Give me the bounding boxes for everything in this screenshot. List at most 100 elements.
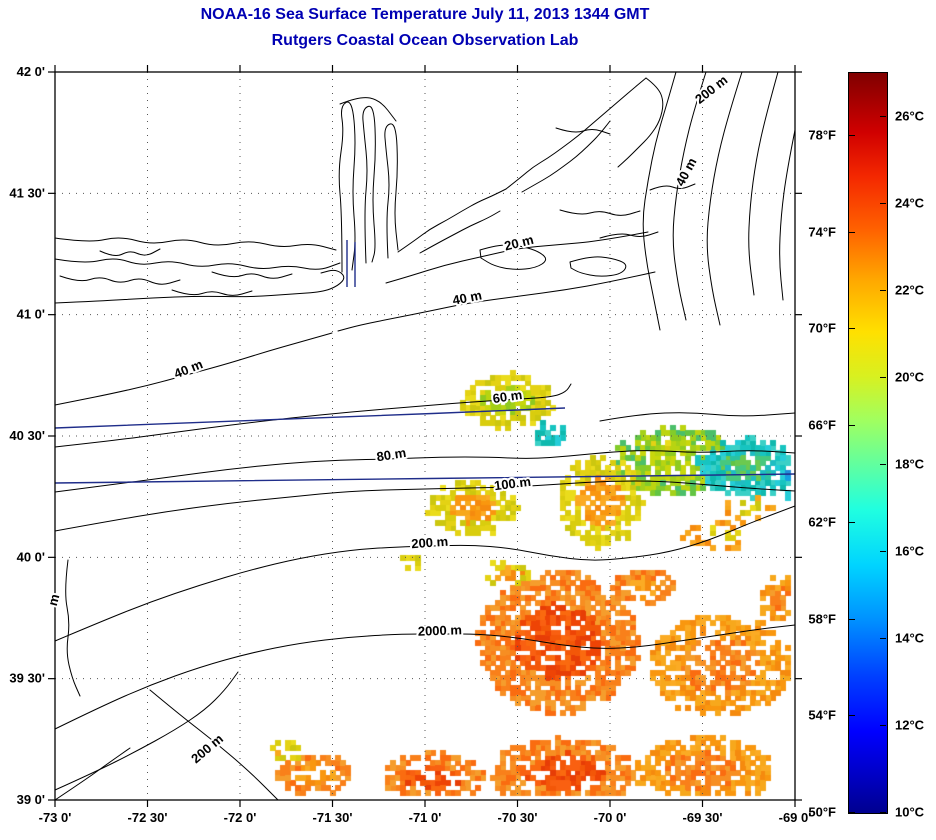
bathymetry-contour: [65, 559, 81, 697]
bathymetry-contour: [748, 71, 779, 296]
bathymetry-contour: [54, 450, 796, 493]
figure-title: NOAA-16 Sea Surface Temperature July 11,…: [200, 6, 650, 23]
colorbar-celsius-label: 18°C: [895, 456, 925, 472]
colorbar-tick-mark: [880, 115, 886, 117]
colorbar-celsius-label: 22°C: [895, 282, 925, 298]
bathymetry-contour: [642, 71, 677, 331]
colorbar-tick-mark: [849, 134, 855, 136]
transect-line: [54, 473, 796, 484]
bathymetry-contour: [555, 127, 611, 135]
colorbar-fahrenheit-label: 74°F: [808, 224, 836, 240]
colorbar-celsius-label: 24°C: [895, 195, 925, 211]
bathymetry-contour: [211, 271, 293, 279]
colorbar-tick-mark: [849, 231, 855, 233]
colorbar-fahrenheit-label: 58°F: [808, 611, 836, 627]
bathymetry-contour: [99, 248, 161, 256]
x-tick-label: -73 0': [39, 810, 72, 825]
contour-depth-label: 200 m: [411, 534, 449, 552]
x-tick-label: -70 30': [498, 810, 538, 825]
colorbar-tick-mark: [849, 425, 855, 427]
y-tick-label: 40 30': [9, 428, 45, 443]
contour-depth-label: 40 m: [672, 155, 699, 188]
colorbar-tick-mark: [849, 328, 855, 330]
bathymetry-contour: [338, 101, 356, 273]
figure-subtitle: Rutgers Coastal Ocean Observation Lab: [271, 32, 579, 49]
bathymetry-contour: [54, 624, 796, 730]
transect-line: [54, 407, 566, 429]
contour-depth-label: 40 m: [172, 356, 205, 381]
colorbar-fahrenheit-label: 62°F: [808, 514, 836, 530]
contour-depth-label: 20 m: [503, 232, 535, 254]
bathymetry-contour: [559, 209, 641, 216]
colorbar-tick-mark: [880, 550, 886, 552]
bathymetry-contour: [706, 71, 743, 326]
colorbar-fahrenheit-label: 78°F: [808, 127, 836, 143]
colorbar-tick-mark: [849, 521, 855, 523]
bathymetry-contour: [54, 383, 572, 448]
contour-depth-label: 100 m: [493, 474, 531, 493]
x-tick-label: -69 30': [683, 810, 723, 825]
colorbar-tick-mark: [880, 376, 886, 378]
y-tick-label: 40 0': [17, 549, 45, 564]
colorbar-celsius-label: 12°C: [895, 717, 925, 733]
colorbar-tick-mark: [880, 812, 886, 813]
bathymetry-contour: [54, 332, 333, 406]
bathymetry-contour: [569, 256, 627, 277]
bathymetry-contour: [617, 77, 664, 168]
x-tick-label: -69 0': [779, 810, 812, 825]
x-tick-label: -70 0': [594, 810, 627, 825]
bathymetry-contour: [649, 183, 696, 191]
bathymetry-contour: [385, 231, 649, 284]
colorbar-tick-mark: [880, 724, 886, 726]
contour-depth-label: 80 m: [375, 445, 407, 464]
colorbar-tick-mark: [880, 463, 886, 465]
x-tick-label: -71 0': [409, 810, 442, 825]
y-tick-label: 41 0': [17, 307, 45, 322]
bathymetry-contour: [54, 505, 796, 642]
bathymetry-contour: [397, 188, 507, 253]
bathymetry-contour: [521, 120, 611, 193]
bathymetry-contour: [505, 77, 647, 190]
colorbar-celsius-label: 26°C: [895, 108, 925, 124]
colorbar-tick-mark: [880, 637, 886, 639]
bathymetry-contour: [779, 129, 796, 301]
bathymetry-contour: [54, 269, 345, 304]
colorbar-tick-mark: [880, 289, 886, 291]
y-tick-label: 39 30': [9, 671, 45, 686]
y-tick-label: 42 0': [17, 64, 45, 79]
y-tick-label: 39 0': [17, 792, 45, 807]
colorbar-fahrenheit-label: 50°F: [808, 804, 836, 820]
colorbar-celsius-label: 10°C: [895, 804, 925, 820]
colorbar-celsius-label: 14°C: [895, 630, 925, 646]
bathymetry-contour: [54, 480, 796, 532]
x-tick-label: -71 30': [313, 810, 353, 825]
colorbar-fahrenheit-label: 70°F: [808, 320, 836, 336]
x-tick-label: -72 0': [224, 810, 257, 825]
bathymetry-contour: [171, 289, 253, 296]
bathymetry-contour: [54, 671, 239, 791]
contour-depth-label: 200 m: [692, 72, 730, 107]
colorbar-tick-mark: [849, 812, 855, 813]
bathymetry-contour: [362, 105, 376, 264]
bathymetry-contour: [59, 275, 181, 285]
bathymetry-contour: [54, 747, 131, 801]
bathymetry-contour: [384, 123, 399, 259]
colorbar-celsius-label: 20°C: [895, 369, 925, 385]
bathymetry-contour: [54, 258, 341, 270]
bathymetry-contour: [54, 237, 337, 251]
colorbar-tick-mark: [849, 618, 855, 620]
y-tick-label: 41 30': [9, 185, 45, 200]
x-tick-label: -72 30': [128, 810, 168, 825]
bathymetry-contour: [149, 689, 279, 801]
colorbar-tick-mark: [880, 202, 886, 204]
bathymetry-contour: [419, 210, 501, 254]
bathymetry-contour: [599, 412, 796, 422]
contour-depth-label: 40 m: [451, 287, 483, 307]
contour-depth-label: m: [45, 592, 62, 607]
contour-depth-label: 2000 m: [418, 622, 463, 639]
colorbar-celsius-label: 16°C: [895, 543, 925, 559]
bathymetry-contour: [479, 244, 547, 270]
